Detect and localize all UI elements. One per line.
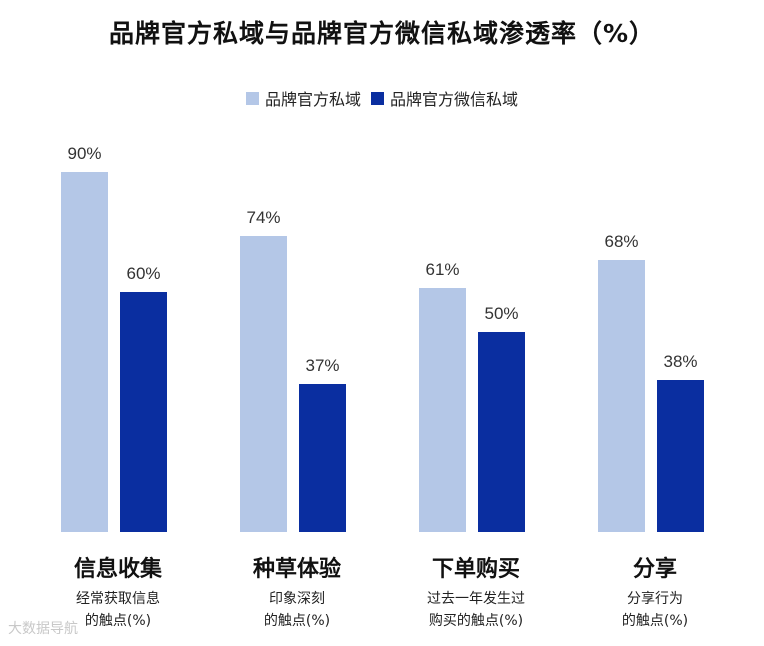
category-label: 分享 <box>632 557 677 582</box>
legend-swatch-series-2 <box>371 91 384 105</box>
category-subtitle-line: 购买的触点(%) <box>428 613 524 629</box>
bar-1-3 <box>419 288 466 532</box>
legend-item-series-1: 品牌官方私域 <box>245 86 361 110</box>
legend-label-series-2: 品牌官方微信私域 <box>390 90 519 109</box>
bar-1-4 <box>598 260 645 532</box>
bar-1-2 <box>240 236 287 532</box>
watermark-text: 大数据导航 <box>8 621 78 637</box>
category-subtitle-line: 分享行为 <box>627 591 683 607</box>
bar-2-4 <box>657 380 704 532</box>
data-label-2-1: 60% <box>126 264 160 283</box>
category-subtitle-line: 经常获取信息 <box>76 591 160 607</box>
category-label: 种草体验 <box>252 557 341 582</box>
category-subtitle-line: 印象深刻 <box>269 591 325 607</box>
data-label-2-4: 38% <box>663 352 697 371</box>
category-subtitle-line: 的触点(%) <box>84 613 152 629</box>
category-block-3: 下单购买 过去一年发生过 购买的触点(%) <box>391 556 561 632</box>
data-label-1-4: 68% <box>604 232 638 251</box>
bar-2-1 <box>120 292 167 532</box>
category-subtitle: 经常获取信息 的触点(%) <box>33 588 203 632</box>
bar-2-3 <box>478 332 525 532</box>
bar-1-1 <box>61 172 108 532</box>
legend-swatch-series-1 <box>245 91 259 105</box>
bar-2-2 <box>299 384 346 532</box>
data-label-2-2: 37% <box>305 356 339 375</box>
category-subtitle-line: 的触点(%) <box>263 613 331 629</box>
category-subtitle: 印象深刻 的触点(%) <box>212 588 382 632</box>
data-label-1-2: 74% <box>246 208 280 227</box>
category-label: 下单购买 <box>431 557 520 582</box>
category-block-1: 信息收集 经常获取信息 的触点(%) <box>33 556 203 632</box>
category-label: 信息收集 <box>73 557 162 582</box>
data-label-1-1: 90% <box>67 144 101 163</box>
category-block-2: 种草体验 印象深刻 的触点(%) <box>212 556 382 632</box>
legend-item-series-2: 品牌官方微信私域 <box>371 86 518 110</box>
category-subtitle: 过去一年发生过 购买的触点(%) <box>391 588 561 632</box>
category-subtitle: 分享行为 的触点(%) <box>570 588 740 632</box>
category-block-4: 分享 分享行为 的触点(%) <box>570 556 740 632</box>
legend: 品牌官方私域 品牌官方微信私域 <box>0 86 764 110</box>
category-subtitle-line: 的触点(%) <box>621 613 689 629</box>
data-label-2-3: 50% <box>484 304 518 323</box>
legend-label-series-1: 品牌官方私域 <box>264 90 361 109</box>
data-label-1-3: 61% <box>425 260 459 279</box>
chart-title: 品牌官方私域与品牌官方微信私域渗透率（%） <box>108 19 656 48</box>
category-subtitle-line: 过去一年发生过 <box>427 591 525 607</box>
